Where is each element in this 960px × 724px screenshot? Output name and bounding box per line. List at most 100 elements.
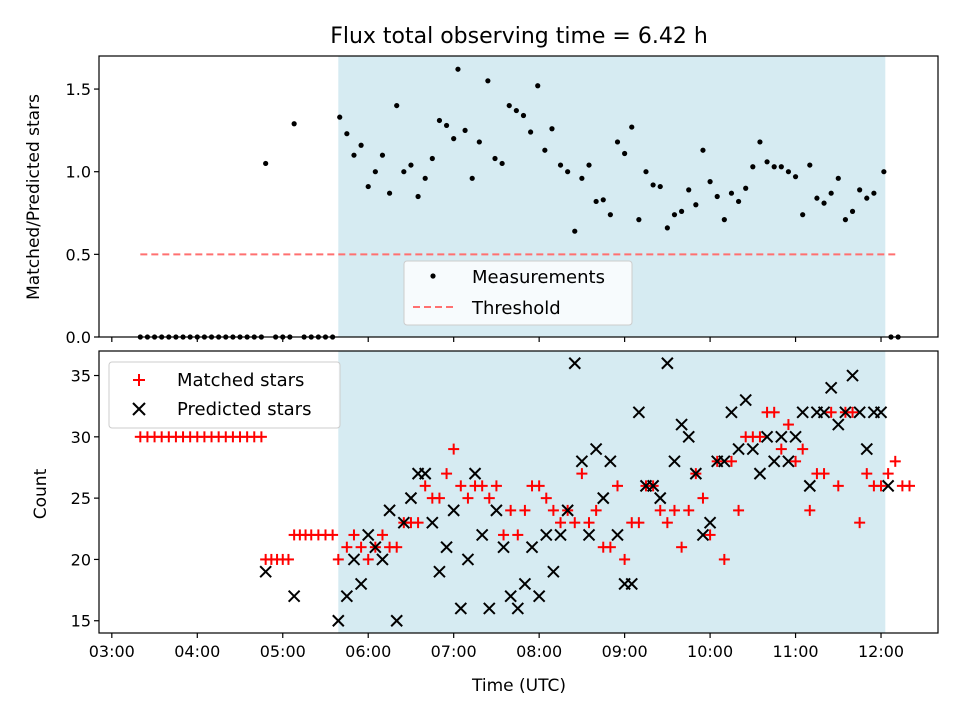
matched-point [512, 529, 524, 541]
measurement-point [750, 164, 756, 170]
measurement-point [600, 197, 606, 203]
measurement-point [520, 112, 527, 119]
matched-point [419, 480, 431, 492]
measurement-point [572, 228, 578, 234]
predicted-point [397, 516, 411, 529]
matched-point [332, 553, 344, 565]
measurement-point [607, 212, 613, 218]
measurement-point [408, 162, 414, 168]
matched-point [782, 419, 794, 431]
measurement-point [492, 155, 498, 162]
panel-ratio-frame [98, 55, 939, 338]
measurement-point [469, 175, 475, 181]
measurement-point [365, 183, 371, 190]
predicted-point [632, 406, 646, 419]
measurement-point [785, 169, 792, 175]
predicted-point [369, 540, 382, 554]
predicted-point [746, 442, 760, 456]
measurement-point [771, 164, 777, 170]
measurement-point [429, 155, 435, 162]
predicted-point [782, 455, 795, 468]
matched-point [619, 553, 631, 565]
predicted-point [860, 442, 873, 456]
predicted-point [568, 357, 581, 370]
y-tick-label: 20 [71, 550, 91, 569]
predicted-point [696, 528, 710, 542]
matched-point [832, 480, 844, 492]
measurement-point [643, 169, 649, 175]
measurement-point [351, 152, 357, 158]
matched-point [889, 455, 901, 467]
chart-title: Flux total observing time = 6.42 h [330, 24, 708, 49]
measurement-point [586, 162, 592, 168]
measurement-point [664, 225, 670, 231]
measurement-point [379, 152, 386, 158]
matched-point [804, 504, 816, 516]
predicted-point [775, 430, 788, 444]
predicted-point [817, 406, 831, 419]
measurement-point [485, 78, 491, 84]
measurement-point [864, 195, 870, 201]
predicted-point [475, 528, 489, 542]
measurement-point [372, 169, 378, 175]
measurement-point [455, 66, 461, 72]
measurement-point [462, 127, 468, 133]
measurement-point [358, 142, 364, 148]
panel-ratio-marks [137, 66, 901, 340]
matched-point [448, 443, 460, 455]
matched-point [540, 492, 552, 504]
matched-point [683, 504, 695, 516]
measurement-point [422, 175, 428, 181]
matched-point [676, 541, 688, 553]
matched-point [661, 517, 673, 529]
matched-point [255, 431, 267, 443]
measurement-point [881, 169, 887, 175]
measurement-point [476, 139, 482, 145]
panel-ratio: Flux total observing time = 6.42 h 0.00.… [24, 24, 939, 347]
matched-point [490, 480, 502, 492]
predicted-point [589, 442, 603, 456]
predicted-point [846, 369, 859, 382]
y-tick-label: 25 [71, 489, 91, 508]
predicted-point [582, 528, 596, 542]
predicted-point [426, 516, 439, 529]
measurement-point [714, 193, 720, 200]
measurement-point [443, 122, 450, 129]
panel-counts-frame [98, 350, 939, 634]
measurement-point [535, 83, 541, 89]
matched-point [654, 504, 666, 516]
matched-point [483, 492, 495, 504]
matched-point [875, 480, 887, 492]
measurement-point [743, 185, 749, 191]
measurement-point [636, 217, 642, 223]
predicted-point [362, 528, 375, 542]
matched-point [341, 541, 353, 553]
predicted-point [689, 467, 703, 480]
predicted-point [739, 393, 752, 407]
predicted-point [532, 590, 546, 603]
matched-point [825, 406, 837, 418]
matched-point [569, 517, 581, 529]
measurement-point [415, 193, 421, 200]
predicted-point [390, 614, 403, 627]
measurement-point [263, 160, 269, 167]
measurement-point [792, 174, 799, 180]
predicted-point [832, 418, 845, 431]
predicted-point [839, 406, 852, 419]
predicted-point [433, 565, 446, 578]
x-tick-label: 07:00 [431, 642, 477, 661]
measurement-point [757, 139, 763, 145]
matched-point [498, 529, 510, 541]
matched-point [455, 480, 467, 492]
measurement-point [849, 208, 856, 214]
measurement-point [528, 129, 534, 135]
y-tick-label: 1.0 [66, 163, 91, 182]
matched-point [505, 504, 517, 516]
legend-counts: Matched stars Predicted stars [108, 361, 341, 429]
y-tick-label: 1.5 [66, 80, 91, 99]
predicted-point [554, 528, 567, 542]
predicted-point [547, 565, 560, 578]
x-tick-label: 05:00 [260, 642, 306, 661]
y-tick-label: 35 [71, 367, 91, 386]
